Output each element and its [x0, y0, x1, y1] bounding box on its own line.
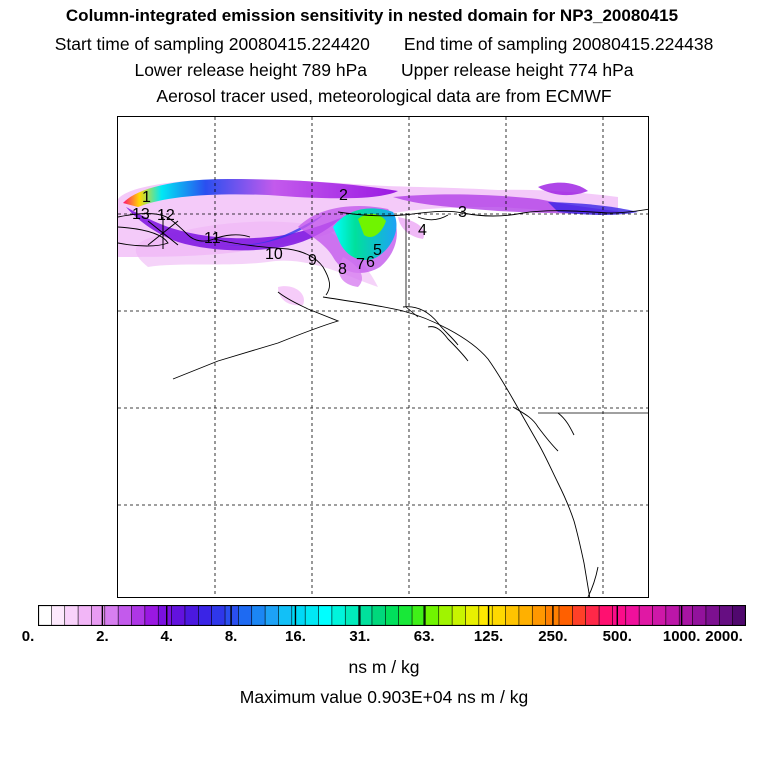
lower-release-height: Lower release height 789 hPa — [134, 60, 367, 80]
colorbar-swatch — [398, 605, 413, 626]
colorbar — [38, 605, 746, 626]
colorbar-swatch — [531, 605, 547, 626]
point-label-3: 3 — [458, 204, 467, 221]
colorbar-swatch — [705, 605, 721, 626]
colorbar-swatch — [425, 605, 440, 626]
colorbar-tick-label: 16. — [285, 628, 306, 645]
release-heights: Lower release height 789 hPa Upper releas… — [0, 60, 768, 81]
tracer-note: Aerosol tracer used, meteorological data… — [156, 86, 612, 106]
point-label-5: 5 — [373, 242, 382, 259]
plume-layer — [118, 179, 638, 306]
colorbar-swatch — [304, 605, 320, 626]
sampling-times: Start time of sampling 20080415.224420 En… — [0, 34, 768, 55]
colorbar-swatch — [438, 605, 453, 626]
release-marker — [147, 217, 179, 249]
colorbar-swatch — [518, 605, 534, 626]
colorbar-swatch — [278, 605, 293, 626]
map-panel: 1 2 3 4 5 6 7 8 9 10 11 12 13 — [117, 116, 649, 598]
point-label-7: 7 — [356, 256, 365, 273]
coastline-layer — [118, 208, 648, 597]
colorbar-frame — [38, 605, 746, 626]
plot-title: Column-integrated emission sensitivity i… — [65, 6, 679, 25]
colorbar-swatch — [718, 605, 734, 626]
colorbar-swatch — [692, 605, 707, 626]
colorbar-tick-label: 1000. — [662, 628, 701, 645]
colorbar-swatch — [91, 605, 106, 626]
colorbar-swatch — [318, 605, 333, 626]
colorbar-swatch — [558, 605, 574, 626]
colorbar-swatch — [358, 605, 373, 626]
colorbar-swatch — [652, 605, 667, 626]
colorbar-swatch — [51, 605, 66, 626]
colorbar-swatch — [251, 605, 266, 626]
colorbar-swatch — [184, 605, 200, 626]
colorbar-tick-label: 31. — [349, 628, 371, 645]
colorbar-tick-label: 63. — [413, 628, 435, 645]
colorbar-tick-label: 500. — [602, 628, 632, 645]
colorbar-tick-label: 2. — [96, 628, 109, 645]
colorbar-swatch — [385, 605, 400, 626]
colorbar-swatch — [291, 605, 306, 626]
colorbar-swatch — [157, 605, 173, 626]
point-label-12: 12 — [157, 207, 175, 224]
point-label-2: 2 — [339, 187, 348, 204]
colorbar-swatch — [198, 605, 213, 626]
colorbar-tick-label: 250. — [538, 628, 568, 645]
colorbar-swatch — [478, 605, 493, 626]
map-svg — [118, 117, 648, 597]
colorbar-swatch — [104, 605, 119, 626]
colorbar-swatch — [64, 605, 79, 626]
colorbar-swatch — [224, 605, 240, 626]
point-label-9: 9 — [308, 252, 317, 269]
upper-release-height: Upper release height 774 hPa — [401, 60, 634, 80]
point-label-11: 11 — [204, 230, 221, 247]
colorbar-swatch — [572, 605, 587, 626]
colorbar-swatch — [505, 605, 520, 626]
point-label-6: 6 — [366, 254, 375, 271]
colorbar-swatch — [465, 605, 480, 626]
colorbar-swatch — [38, 605, 53, 626]
colorbar-swatch — [144, 605, 160, 626]
colorbar-tick-label: 125. — [473, 628, 504, 645]
colorbar-swatch — [451, 605, 467, 626]
colorbar-swatch — [625, 605, 640, 626]
colorbar-swatch — [371, 605, 387, 626]
colorbar-swatch — [77, 605, 93, 626]
point-label-13: 13 — [132, 206, 150, 223]
colorbar-swatch — [117, 605, 133, 626]
point-label-4: 4 — [418, 222, 427, 239]
colorbar-swatch — [211, 605, 226, 626]
colorbar-swatch — [665, 605, 681, 626]
colorbar-swatch — [264, 605, 280, 626]
colorbar-swatch — [131, 605, 146, 626]
colorbar-swatch — [598, 605, 614, 626]
colorbar-swatch — [585, 605, 600, 626]
colorbar-tick-label: 2000. — [705, 628, 743, 645]
max-value-text: Maximum value 0.903E+04 ns m / kg — [239, 687, 529, 707]
colorbar-swatch — [612, 605, 627, 626]
colorbar-swatch — [171, 605, 186, 626]
colorbar-swatch — [344, 605, 360, 626]
colorbar-tick-label: 0. — [21, 628, 35, 645]
colorbar-units: ns m / kg — [348, 657, 420, 677]
end-time: End time of sampling 20080415.224438 — [403, 34, 714, 54]
colorbar-swatch — [638, 605, 654, 626]
colorbar-swatch — [732, 605, 746, 626]
colorbar-swatch — [238, 605, 253, 626]
start-time: Start time of sampling 20080415.224420 — [54, 34, 370, 54]
point-label-10: 10 — [265, 246, 283, 263]
point-label-1: 1 — [142, 189, 151, 206]
colorbar-swatch — [331, 605, 347, 626]
colorbar-tick-label: 8. — [224, 628, 238, 645]
colorbar-tick-label: 4. — [160, 628, 173, 645]
colorbar-swatch — [491, 605, 507, 626]
border-layer — [405, 213, 648, 414]
point-label-8: 8 — [338, 261, 347, 278]
graticule — [118, 117, 648, 597]
